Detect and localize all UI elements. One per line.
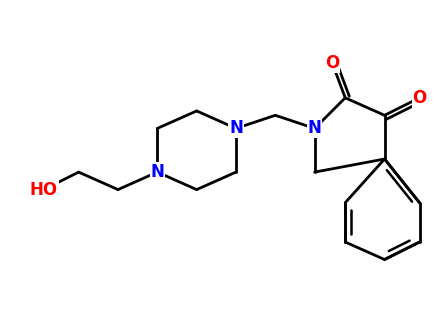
Text: N: N <box>150 163 164 181</box>
Text: O: O <box>325 54 339 72</box>
Text: N: N <box>308 120 322 137</box>
Text: O: O <box>413 89 427 107</box>
Text: N: N <box>229 120 243 137</box>
Text: HO: HO <box>30 181 58 198</box>
